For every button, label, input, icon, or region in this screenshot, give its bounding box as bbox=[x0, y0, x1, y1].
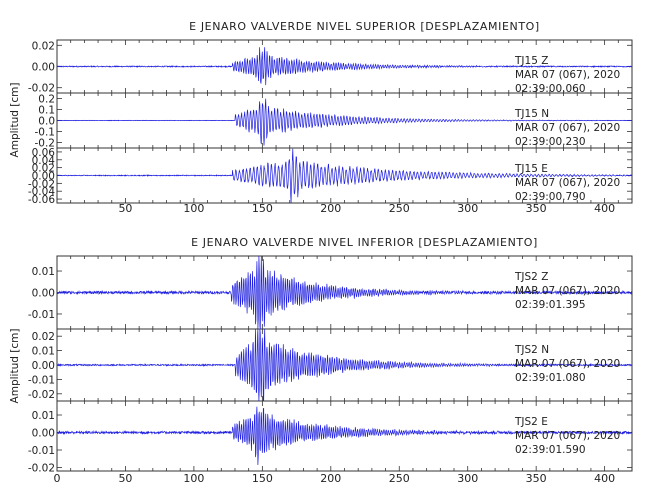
x-tick-label: 250 bbox=[389, 472, 410, 485]
record-date: MAR 07 (067), 2020 bbox=[515, 430, 620, 442]
station-label: TJS2 N bbox=[514, 344, 549, 356]
x-tick-label: 300 bbox=[457, 202, 478, 215]
x-tick-label: 100 bbox=[183, 472, 204, 485]
x-tick-label: 300 bbox=[457, 472, 478, 485]
x-tick-label: 150 bbox=[252, 472, 273, 485]
x-tick-label: 0 bbox=[54, 472, 61, 485]
y-tick-label: -0.04 bbox=[28, 186, 55, 198]
traces-layer bbox=[56, 47, 633, 466]
y-tick-label: 0.04 bbox=[32, 155, 56, 167]
record-date: MAR 07 (067), 2020 bbox=[515, 69, 620, 81]
x-tick-label: 150 bbox=[252, 202, 273, 215]
y-tick-label: 0.01 bbox=[32, 346, 55, 358]
x-tick-label: 250 bbox=[389, 202, 410, 215]
y-tick-label: -0.1 bbox=[35, 127, 56, 139]
x-tick-label: 350 bbox=[526, 472, 547, 485]
station-label: TJ15 E bbox=[514, 163, 548, 175]
text-layer: E JENARO VALVERDE NIVEL SUPERIOR [DESPLA… bbox=[9, 20, 620, 485]
y-tick-label: -0.02 bbox=[28, 178, 55, 190]
seismic-trace bbox=[56, 406, 633, 466]
x-tick-label: 200 bbox=[320, 202, 341, 215]
y-tick-label: 0.1 bbox=[38, 105, 55, 117]
record-time: 02:39:01.080 bbox=[515, 372, 586, 384]
y-axis-label: Amplitud [cm] bbox=[9, 83, 21, 158]
y-tick-label: 0.2 bbox=[38, 94, 55, 106]
y-tick-label: 0.02 bbox=[32, 40, 55, 52]
y-tick-label: 0.00 bbox=[32, 428, 55, 440]
station-label: TJ15 Z bbox=[514, 55, 548, 67]
axes-layer bbox=[56, 39, 633, 472]
record-time: 02:39:00.060 bbox=[515, 83, 586, 95]
y-tick-label: -0.2 bbox=[35, 138, 56, 150]
x-tick-label: 100 bbox=[183, 202, 204, 215]
y-tick-label: 0.01 bbox=[32, 266, 55, 278]
y-tick-label: -0.01 bbox=[28, 309, 55, 321]
record-date: MAR 07 (067), 2020 bbox=[515, 122, 620, 134]
y-tick-label: 0.02 bbox=[32, 163, 55, 175]
y-tick-label: -0.01 bbox=[28, 445, 55, 457]
record-date: MAR 07 (067), 2020 bbox=[515, 177, 620, 189]
y-tick-label: 0.01 bbox=[32, 410, 55, 422]
record-time: 02:39:00.790 bbox=[515, 191, 586, 203]
y-tick-label: -0.02 bbox=[28, 463, 55, 475]
y-tick-label: -0.02 bbox=[28, 389, 55, 401]
seismic-trace bbox=[56, 255, 633, 330]
y-tick-label: 0.00 bbox=[32, 360, 55, 372]
seismic-trace bbox=[56, 98, 633, 146]
record-time: 02:39:00.230 bbox=[515, 136, 586, 148]
station-label: TJ15 N bbox=[514, 108, 549, 120]
chart-title: E JENARO VALVERDE NIVEL INFERIOR [DESPLA… bbox=[191, 236, 538, 249]
y-tick-label: 0.00 bbox=[32, 288, 55, 300]
record-date: MAR 07 (067), 2020 bbox=[515, 285, 620, 297]
seismic-trace bbox=[56, 47, 633, 86]
y-tick-label: -0.06 bbox=[28, 194, 55, 206]
chart-title: E JENARO VALVERDE NIVEL SUPERIOR [DESPLA… bbox=[189, 20, 540, 33]
y-tick-label: 0.02 bbox=[32, 331, 55, 343]
y-tick-label: 0.06 bbox=[32, 147, 56, 159]
seismic-trace bbox=[56, 148, 633, 204]
x-tick-label: 50 bbox=[118, 472, 132, 485]
y-tick-label: -0.02 bbox=[28, 83, 55, 95]
record-time: 02:39:01.395 bbox=[515, 299, 586, 311]
y-tick-label: 0.0 bbox=[38, 116, 55, 128]
y-tick-label: 0.00 bbox=[32, 171, 55, 183]
seismic-trace bbox=[56, 328, 633, 402]
record-date: MAR 07 (067), 2020 bbox=[515, 358, 620, 370]
station-label: TJS2 E bbox=[514, 416, 548, 428]
x-tick-label: 350 bbox=[526, 202, 547, 215]
x-tick-label: 50 bbox=[118, 202, 132, 215]
y-tick-label: 0.00 bbox=[32, 62, 55, 74]
y-tick-label: -0.01 bbox=[28, 374, 55, 386]
x-tick-label: 400 bbox=[594, 472, 615, 485]
x-tick-label: 200 bbox=[320, 472, 341, 485]
station-label: TJS2 Z bbox=[514, 271, 548, 283]
y-axis-label: Amplitud [cm] bbox=[9, 329, 21, 404]
record-time: 02:39:01.590 bbox=[515, 444, 586, 456]
x-tick-label: 400 bbox=[594, 202, 615, 215]
